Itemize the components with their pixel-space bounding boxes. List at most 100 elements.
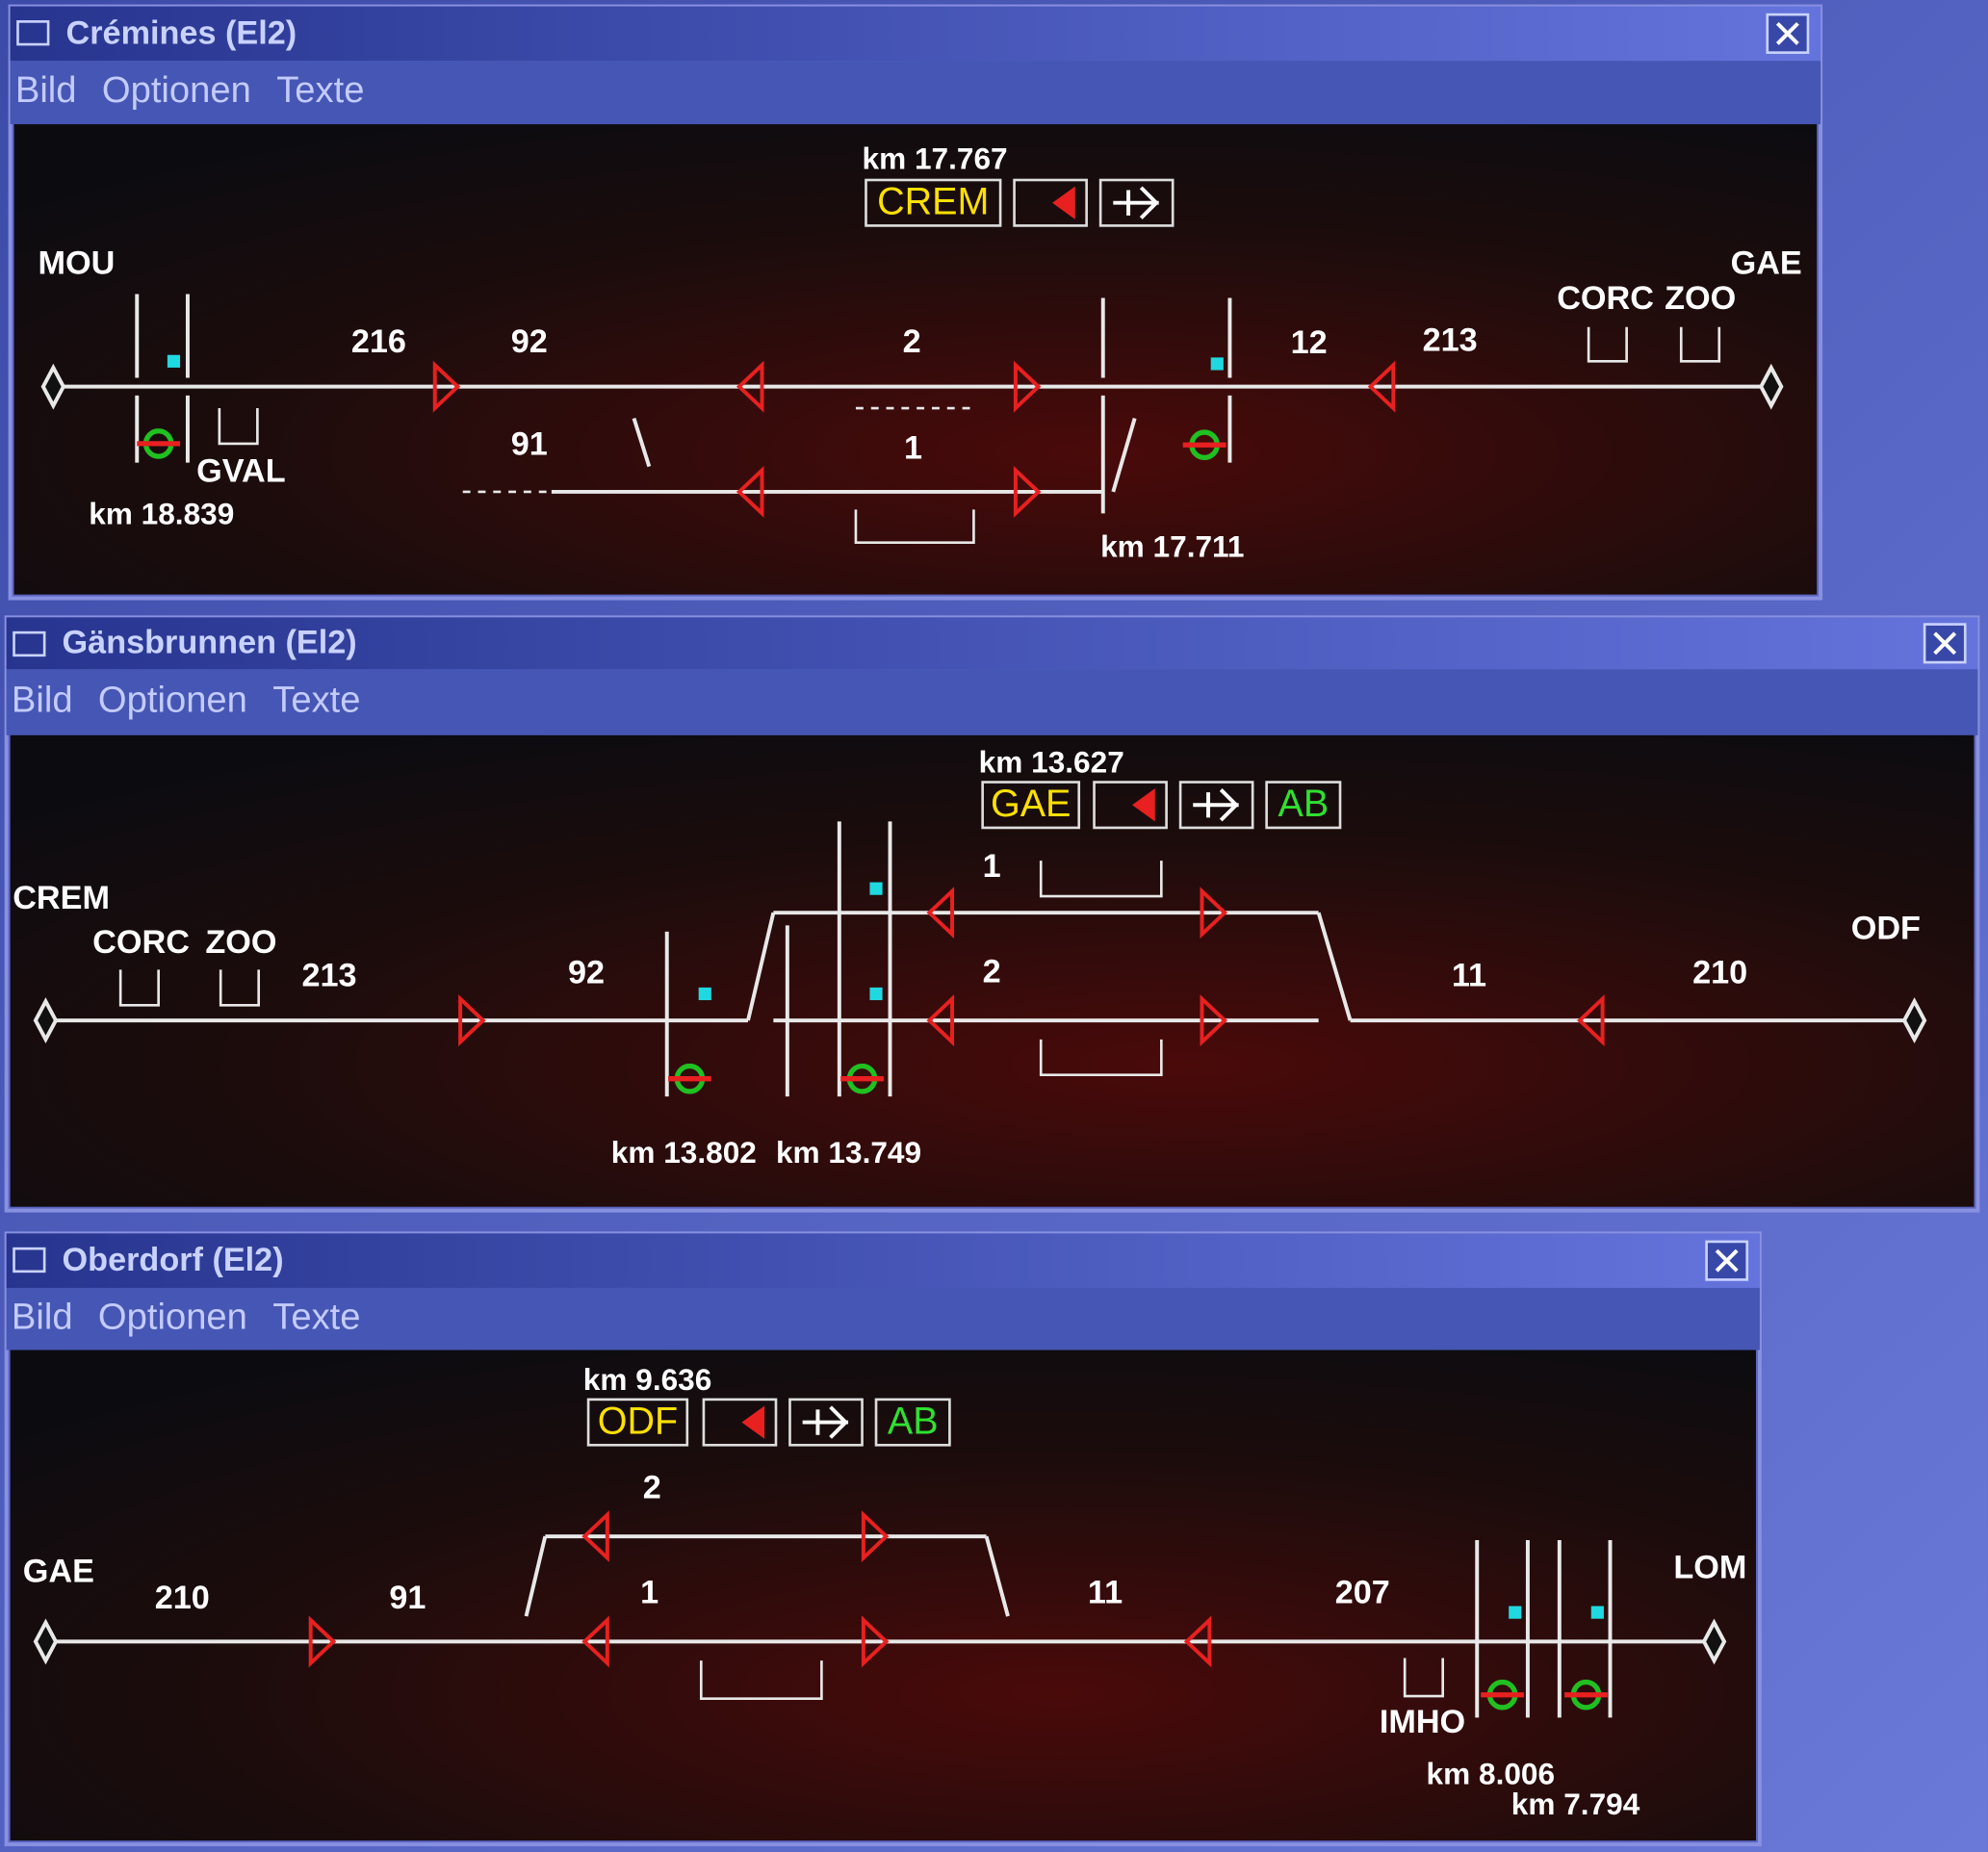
track-label: km 7.794 xyxy=(1511,1787,1640,1821)
signal xyxy=(458,994,486,1047)
track-label: MOU xyxy=(39,244,116,281)
signal xyxy=(1013,465,1042,518)
menu-item[interactable]: Texte xyxy=(272,1296,360,1337)
station-code: CREM xyxy=(877,180,989,222)
platform xyxy=(1587,326,1628,363)
track-label: 91 xyxy=(511,426,548,463)
direction-button[interactable] xyxy=(702,1398,778,1447)
signal xyxy=(1200,994,1228,1047)
track-label: km 13.802 xyxy=(611,1135,757,1170)
signal xyxy=(736,360,764,413)
ab-button[interactable] xyxy=(1265,781,1342,830)
track-label: 210 xyxy=(155,1580,210,1616)
menu-bar xyxy=(10,61,1821,125)
track-label: 213 xyxy=(1423,322,1478,359)
train-icon xyxy=(1193,788,1239,822)
track-label: 11 xyxy=(1452,957,1486,993)
track-end xyxy=(1901,997,1927,1044)
track-label: ODF xyxy=(1851,911,1921,947)
track-label: IMHO xyxy=(1380,1704,1465,1740)
signal xyxy=(1367,360,1396,413)
km-label: km 17.767 xyxy=(863,141,1008,176)
track-label: 91 xyxy=(389,1580,426,1616)
track-label: CORC xyxy=(1557,280,1654,317)
train-button[interactable] xyxy=(1178,781,1254,830)
menu-item[interactable]: Texte xyxy=(272,680,360,721)
menu-item[interactable]: Optionen xyxy=(98,1296,247,1337)
close-button[interactable] xyxy=(1705,1240,1749,1281)
signal xyxy=(926,994,955,1047)
station-box xyxy=(981,781,1081,830)
menu-item[interactable]: Optionen xyxy=(102,69,251,111)
track-end xyxy=(40,363,66,410)
signal xyxy=(432,360,461,413)
signal xyxy=(861,1615,890,1668)
direction-button[interactable] xyxy=(1093,781,1168,830)
menu-item[interactable]: Bild xyxy=(12,1296,73,1337)
station-box xyxy=(865,178,1002,227)
close-icon xyxy=(1715,1248,1739,1273)
track xyxy=(632,417,652,468)
track xyxy=(1111,418,1137,493)
track-label: 207 xyxy=(1335,1575,1390,1611)
track-label: 1 xyxy=(983,848,1001,885)
signal xyxy=(1183,1615,1212,1668)
platform xyxy=(1403,1658,1445,1698)
track-label: ZOO xyxy=(1665,280,1736,317)
km-label: km 9.636 xyxy=(583,1362,712,1397)
menu-item[interactable]: Bild xyxy=(15,69,77,111)
window-title: Gänsbrunnen (El2) xyxy=(63,625,357,661)
direction-button[interactable] xyxy=(1013,178,1088,227)
close-icon xyxy=(1933,631,1957,656)
track-label: 11 xyxy=(1088,1575,1123,1611)
signal xyxy=(861,1510,890,1563)
platform xyxy=(1039,1039,1163,1077)
platform xyxy=(218,408,259,446)
track-end xyxy=(1701,1618,1727,1665)
platform xyxy=(1039,861,1163,898)
menu-item[interactable]: Optionen xyxy=(98,680,247,721)
track-label: 92 xyxy=(511,323,548,360)
platform xyxy=(1679,326,1721,363)
title-bar xyxy=(6,1233,1760,1288)
track-label: LOM xyxy=(1673,1549,1746,1585)
track xyxy=(746,912,776,1021)
track-label: CORC xyxy=(92,924,190,961)
direction-arrow xyxy=(741,1405,765,1439)
ab-button[interactable] xyxy=(874,1398,951,1447)
close-icon xyxy=(1775,21,1799,45)
platform xyxy=(854,509,975,544)
train-button[interactable] xyxy=(788,1398,864,1447)
track-label: km 13.749 xyxy=(776,1135,921,1170)
occupancy-marker xyxy=(869,987,883,1001)
platform xyxy=(118,969,160,1007)
menu-item[interactable]: Texte xyxy=(276,69,364,111)
title-bar xyxy=(10,6,1821,62)
menu-item[interactable]: Bild xyxy=(12,680,73,721)
station-code: ODF xyxy=(598,1400,678,1442)
track-label: 2 xyxy=(643,1469,661,1505)
track-label: GVAL xyxy=(196,452,286,489)
train-button[interactable] xyxy=(1098,178,1175,227)
track-label: 1 xyxy=(904,430,922,467)
track-end xyxy=(1758,363,1784,410)
signal xyxy=(1200,887,1228,939)
station-code: GAE xyxy=(991,783,1071,825)
occupancy-marker xyxy=(1590,1606,1604,1619)
window-icon xyxy=(16,20,50,46)
signal-canvas xyxy=(13,124,1818,595)
signal-canvas xyxy=(10,1350,1756,1841)
direction-arrow xyxy=(1052,186,1075,219)
track xyxy=(1316,912,1353,1021)
track-label: 210 xyxy=(1692,955,1747,991)
track-label: 2 xyxy=(983,953,1001,990)
track-end xyxy=(33,1618,59,1665)
station-box xyxy=(586,1398,689,1447)
track xyxy=(524,1535,548,1617)
menu-bar xyxy=(6,669,1978,735)
signal xyxy=(581,1615,609,1668)
menu-bar xyxy=(6,1287,1760,1350)
km-label: km 13.627 xyxy=(979,744,1124,779)
occupancy-marker xyxy=(1509,1606,1522,1619)
